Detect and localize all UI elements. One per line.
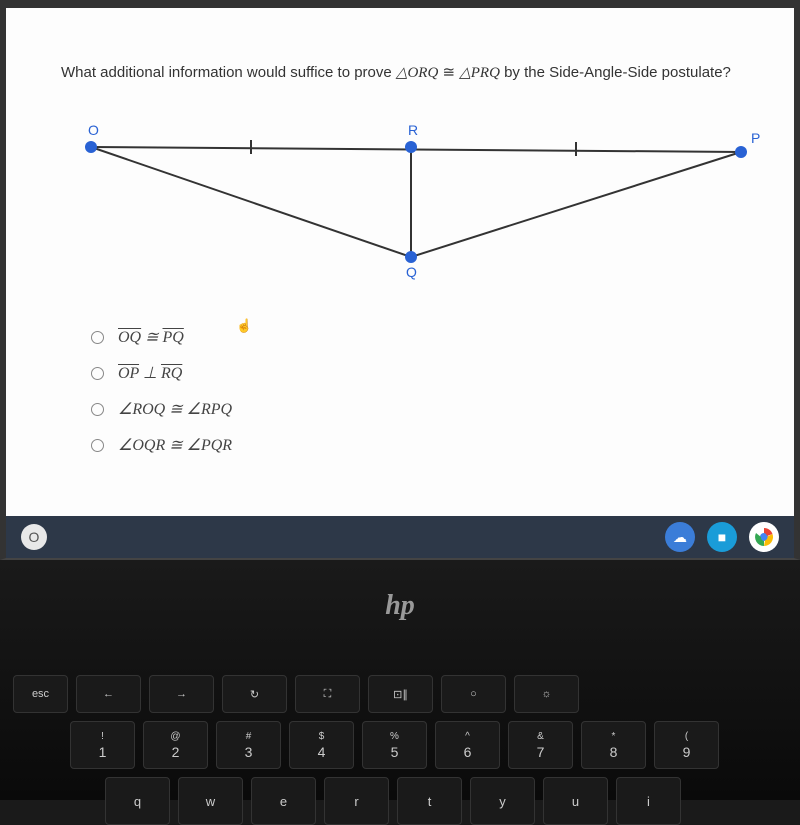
key: u	[543, 777, 608, 825]
cursor-icon: ☝	[236, 318, 252, 334]
radio-button[interactable]	[91, 439, 104, 452]
start-icon: O	[29, 529, 40, 545]
key-row-fn: esc←→↻⛶⊡∥○☼	[5, 675, 795, 713]
screen: What additional information would suffic…	[0, 0, 800, 560]
key: ☼	[514, 675, 579, 713]
question-triangle2: △PRQ	[459, 65, 500, 81]
svg-text:R: R	[408, 122, 418, 138]
key: $4	[289, 721, 354, 769]
option-text: ∠ROQ ≅ ∠RPQ	[118, 399, 232, 419]
key: i	[616, 777, 681, 825]
options-list: OQ ≅ PQ OP ⊥ RQ ∠ROQ ≅ ∠RPQ ∠OQR ≅ ∠PQR	[91, 327, 739, 455]
radio-button[interactable]	[91, 403, 104, 416]
key: ^6	[435, 721, 500, 769]
key: q	[105, 777, 170, 825]
key: ←	[76, 675, 141, 713]
svg-text:P: P	[751, 130, 760, 146]
hp-logo: hp	[385, 590, 415, 622]
key: ○	[441, 675, 506, 713]
option-text: OQ ≅ PQ	[118, 327, 184, 347]
key: →	[149, 675, 214, 713]
key: e	[251, 777, 316, 825]
option-2[interactable]: ∠ROQ ≅ ∠RPQ	[91, 399, 739, 419]
key: ⛶	[295, 675, 360, 713]
key: esc	[13, 675, 68, 713]
key: ↻	[222, 675, 287, 713]
content-area: What additional information would suffic…	[6, 8, 794, 491]
key: w	[178, 777, 243, 825]
taskbar-icon-1[interactable]: ■	[707, 522, 737, 552]
option-text: ∠OQR ≅ ∠PQR	[118, 435, 232, 455]
svg-text:O: O	[88, 122, 99, 138]
key: !1	[70, 721, 135, 769]
option-1[interactable]: OP ⊥ RQ	[91, 363, 739, 383]
triangle-diagram: O R P Q	[61, 107, 771, 287]
key: (9	[654, 721, 719, 769]
taskbar-tray: ☁■	[665, 522, 779, 552]
question-triangle1: △ORQ	[396, 65, 438, 81]
key: r	[324, 777, 389, 825]
key-row-qwerty: qwertyui	[5, 777, 795, 825]
svg-text:Q: Q	[406, 264, 417, 280]
key: y	[470, 777, 535, 825]
key: %5	[362, 721, 427, 769]
option-3[interactable]: ∠OQR ≅ ∠PQR	[91, 435, 739, 455]
option-0[interactable]: OQ ≅ PQ	[91, 327, 739, 347]
key: *8	[581, 721, 646, 769]
question-congruent: ≅	[438, 64, 459, 81]
question-prefix: What additional information would suffic…	[61, 64, 396, 81]
key: t	[397, 777, 462, 825]
taskbar-icon-2[interactable]	[749, 522, 779, 552]
radio-button[interactable]	[91, 331, 104, 344]
taskbar-start-button[interactable]: O	[21, 524, 47, 550]
laptop-body: hp esc←→↻⛶⊡∥○☼!1@2#3$4%5^6&7*8(9qwertyui	[0, 560, 800, 800]
taskbar: O ☁■	[6, 516, 794, 558]
key: #3	[216, 721, 281, 769]
key-row-num: !1@2#3$4%5^6&7*8(9	[5, 721, 795, 769]
keyboard: esc←→↻⛶⊡∥○☼!1@2#3$4%5^6&7*8(9qwertyui	[0, 665, 800, 800]
key: ⊡∥	[368, 675, 433, 713]
key: &7	[508, 721, 573, 769]
key: @2	[143, 721, 208, 769]
taskbar-icon-0[interactable]: ☁	[665, 522, 695, 552]
option-text: OP ⊥ RQ	[118, 363, 182, 383]
question-text: What additional information would suffic…	[61, 63, 739, 82]
radio-button[interactable]	[91, 367, 104, 380]
question-suffix: by the Side-Angle-Side postulate?	[500, 64, 731, 81]
